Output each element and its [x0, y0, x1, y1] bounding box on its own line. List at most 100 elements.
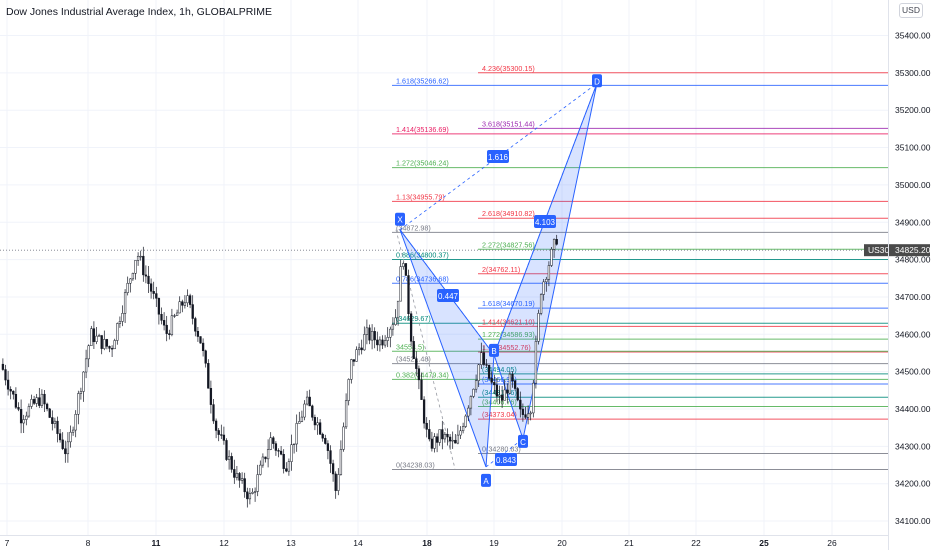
- candle: [511, 371, 514, 388]
- candle: [170, 308, 174, 337]
- price-axis[interactable]: 35400.00 35300.00 35200.00 35100.00 35000.00…: [864, 31, 931, 527]
- candle-body: [285, 468, 288, 472]
- candle: [537, 309, 540, 345]
- y-tick-label: 35100.00: [895, 143, 931, 153]
- ratio-badge-bg: [495, 453, 517, 466]
- candle: [14, 387, 18, 410]
- time-scale[interactable]: [0, 535, 888, 551]
- candle: [139, 250, 142, 261]
- candle: [108, 345, 111, 353]
- fib-label: 1.272(35046.24): [396, 159, 449, 168]
- candle-body: [238, 473, 241, 481]
- candle-body: [22, 419, 25, 424]
- point-a-badge[interactable]: A: [481, 473, 491, 487]
- candle: [357, 343, 361, 356]
- candle: [391, 317, 395, 336]
- candle: [38, 387, 41, 409]
- candle-body: [399, 266, 402, 302]
- candle: [472, 388, 475, 399]
- y-tick-label: 34400.00: [895, 404, 931, 414]
- candle-body: [175, 312, 179, 316]
- y-tick-label: 34200.00: [895, 479, 931, 489]
- candle: [131, 272, 135, 281]
- candle: [422, 396, 426, 429]
- candle: [246, 487, 249, 508]
- candle-body: [248, 493, 252, 500]
- x-tick-label: 25: [759, 538, 769, 548]
- candle: [113, 338, 116, 350]
- candle-body: [303, 403, 306, 418]
- fibonacci-levels: 4.236(35300.15) 1.618(35266.62) 3.618(3515…: [392, 64, 888, 470]
- candle-body: [69, 431, 72, 443]
- x-tick-label: 14: [353, 538, 363, 548]
- candle-body: [256, 474, 259, 492]
- fib-label: 3.618(35151.44): [482, 119, 535, 128]
- candle-body: [170, 315, 174, 335]
- candle-body: [103, 339, 106, 349]
- candle-body: [435, 436, 439, 443]
- candle: [363, 326, 366, 351]
- candle-body: [394, 317, 397, 325]
- candle-body: [97, 335, 101, 337]
- candle: [316, 417, 319, 435]
- time-axis[interactable]: 7 8 11 12 13 14 18 19 20 21 22 25 26: [5, 538, 837, 548]
- price-scale[interactable]: [888, 0, 932, 550]
- candle: [220, 424, 223, 440]
- candle: [305, 390, 309, 406]
- candle: [438, 429, 441, 446]
- candle: [4, 364, 7, 386]
- y-tick-label: 34800.00: [895, 255, 931, 265]
- candle: [506, 383, 509, 404]
- fib-label: (34373.04): [482, 410, 517, 419]
- point-x-badge[interactable]: X: [395, 212, 405, 226]
- candle-body: [526, 413, 530, 418]
- candle-body: [352, 359, 356, 362]
- candle: [173, 313, 176, 318]
- candle-body: [217, 430, 220, 435]
- candle: [311, 404, 314, 421]
- candle-body: [391, 324, 395, 330]
- candle-body: [14, 393, 18, 408]
- ratio-badge[interactable]: 0.447: [437, 289, 459, 302]
- candle-body: [511, 373, 514, 382]
- candle: [334, 471, 337, 499]
- ratio-badge[interactable]: 0.843: [495, 453, 517, 466]
- candle: [251, 488, 254, 495]
- ratio-badge-text: 4.103: [535, 218, 556, 227]
- candle: [503, 379, 506, 401]
- ratio-badge[interactable]: 4.103: [534, 215, 556, 228]
- candle-body: [157, 298, 161, 315]
- candle: [35, 393, 38, 408]
- candle: [532, 379, 535, 418]
- currency-button[interactable]: USD: [899, 3, 923, 18]
- candle-body: [456, 434, 460, 444]
- candle-body: [149, 283, 153, 292]
- candle: [178, 296, 181, 314]
- candle-body: [373, 331, 376, 341]
- candle-body: [227, 456, 231, 460]
- candle-body: [425, 422, 428, 430]
- pattern-badges[interactable]: X A B C D 0.447 1.616 0.843 4.103: [395, 74, 602, 487]
- candle: [552, 238, 556, 258]
- fib-label: 4.236(35300.15): [482, 64, 535, 73]
- candle: [61, 432, 64, 451]
- candle: [279, 445, 283, 456]
- candle-body: [188, 295, 192, 305]
- candle: [152, 281, 155, 300]
- candle-body: [261, 456, 265, 466]
- point-d-badge[interactable]: D: [592, 74, 602, 88]
- candle: [30, 394, 33, 409]
- candle: [430, 431, 434, 452]
- point-b-badge[interactable]: B: [489, 343, 499, 357]
- point-c-badge[interactable]: C: [518, 434, 528, 448]
- candle: [165, 315, 168, 342]
- ratio-badge[interactable]: 1.616: [487, 150, 509, 163]
- candle: [469, 395, 473, 416]
- candle-body: [136, 255, 140, 261]
- candle-body: [25, 415, 28, 420]
- candle: [162, 312, 166, 331]
- candle: [448, 433, 452, 450]
- candle-body: [178, 301, 181, 314]
